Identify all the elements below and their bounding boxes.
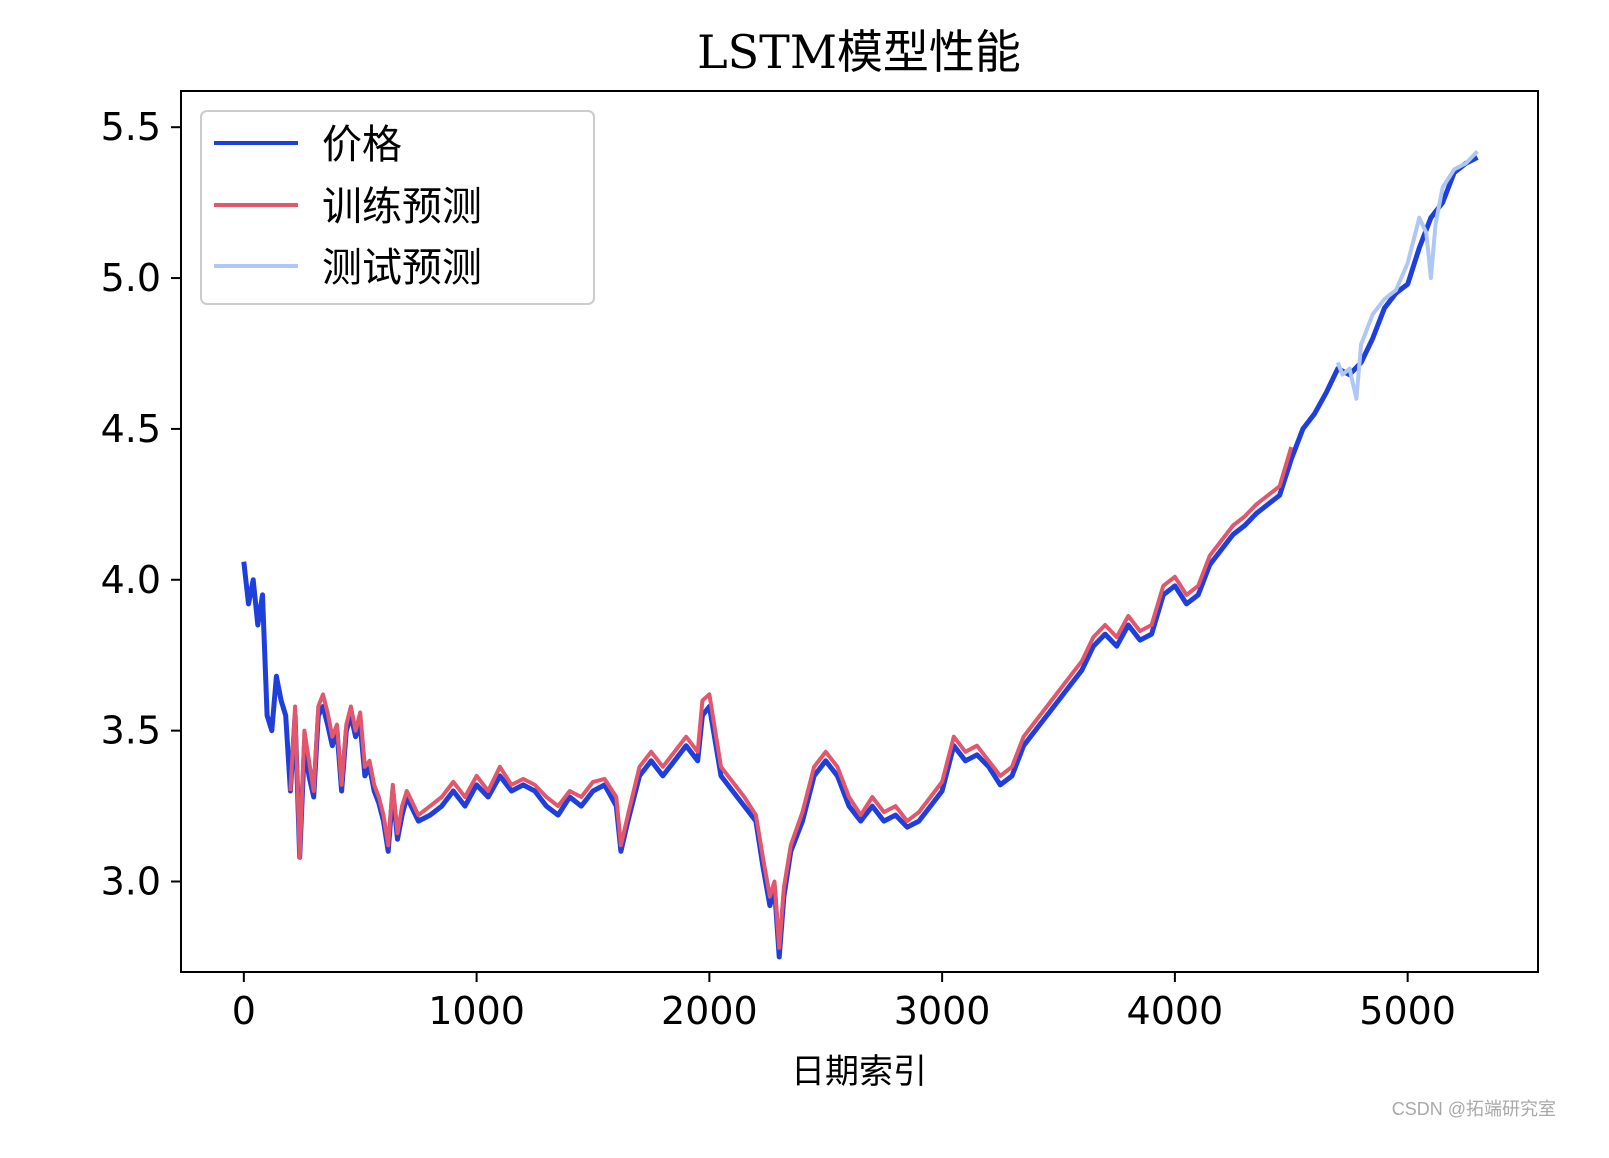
x-tick-label: 2000	[661, 989, 758, 1033]
axes-layer: 0 1000 2000 3000 4000 5000 3.0 3.5 4.0 4.5 5.0 5.5	[101, 105, 1456, 1033]
legend-label-test: 测试预测	[322, 245, 482, 291]
x-tick-label: 5000	[1359, 989, 1456, 1033]
y-tick-label: 5.5	[101, 105, 161, 149]
x-tick-label: 4000	[1127, 989, 1224, 1033]
y-tick-label: 3.0	[101, 859, 161, 903]
legend-label-train: 训练预测	[322, 184, 482, 230]
legend: 价格 训练预测 测试预测	[200, 110, 595, 305]
y-tick-label: 4.0	[101, 558, 161, 602]
series-line-3	[1335, 149, 1479, 401]
series-line-2	[288, 446, 1294, 950]
x-tick-label: 3000	[894, 989, 991, 1033]
x-axis-label: 日期索引	[791, 1052, 927, 1092]
chart-title: LSTM模型性能	[697, 25, 1021, 79]
legend-box	[200, 110, 595, 305]
watermark: CSDN @拓端研究室	[1392, 1099, 1556, 1119]
x-tick-label: 1000	[428, 989, 525, 1033]
plot-frame	[180, 90, 1539, 973]
y-tick-label: 4.5	[101, 407, 161, 451]
series-layer	[241, 149, 1479, 960]
legend-label-price: 价格	[322, 122, 402, 168]
y-tick-label: 5.0	[101, 256, 161, 300]
y-tick-label: 3.5	[101, 709, 161, 753]
x-tick-label: 0	[232, 989, 256, 1033]
